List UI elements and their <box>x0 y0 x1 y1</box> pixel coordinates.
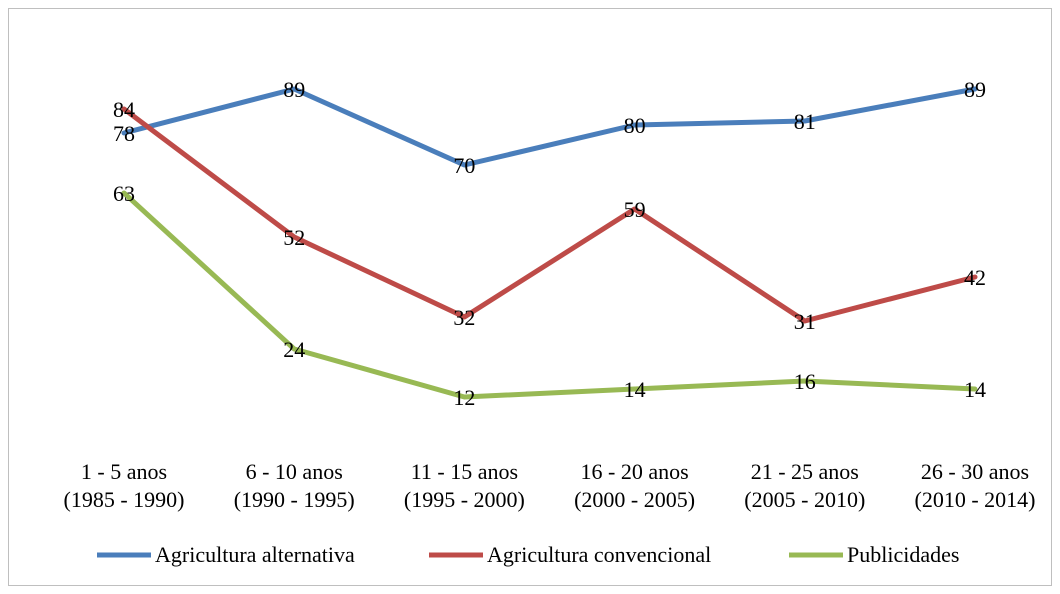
legend-label: Publicidades <box>847 542 959 567</box>
data-label: 89 <box>964 77 986 102</box>
series-line-2 <box>121 106 978 324</box>
data-labels: 78 89 70 80 81 89 84 52 32 59 31 42 63 24 12 14 16 14 <box>113 77 986 410</box>
legend: Agricultura alternativa Agricultura conve… <box>97 542 959 567</box>
data-label: 59 <box>624 197 646 222</box>
data-label: 81 <box>794 109 816 134</box>
data-label: 32 <box>453 305 475 330</box>
legend-item-3: Publicidades <box>789 542 959 567</box>
series-lines <box>121 86 978 400</box>
line-chart: 78 89 70 80 81 89 84 52 32 59 31 42 63 24 12 14 16 14 1 -… <box>64 77 1036 567</box>
data-label: 14 <box>964 377 986 402</box>
data-label: 31 <box>794 309 816 334</box>
x-tick-label: 1 - 5 anos (1985 - 1990) <box>64 459 185 512</box>
data-label: 89 <box>283 77 305 102</box>
x-tick-label: 6 - 10 anos (1990 - 1995) <box>234 459 355 512</box>
data-label: 70 <box>453 153 475 178</box>
data-label: 52 <box>283 225 305 250</box>
x-tick-label: 21 - 25 anos (2005 - 2010) <box>744 459 865 512</box>
x-tick-label: 26 - 30 anos (2010 - 2014) <box>915 459 1036 512</box>
data-label: 12 <box>453 385 475 410</box>
data-label: 14 <box>624 377 646 402</box>
series-line-3 <box>121 190 978 400</box>
data-label: 24 <box>283 337 305 362</box>
series-line-1 <box>121 86 978 168</box>
legend-item-1: Agricultura alternativa <box>97 542 355 567</box>
data-label: 63 <box>113 181 135 206</box>
x-axis-tick-labels: 1 - 5 anos (1985 - 1990) 6 - 10 anos (1990 … <box>64 459 1036 512</box>
x-tick-label: 11 - 15 anos (1995 - 2000) <box>404 459 525 512</box>
data-label: 80 <box>624 113 646 138</box>
x-tick-label: 16 - 20 anos (2000 - 2005) <box>574 459 695 512</box>
legend-label: Agricultura convencional <box>487 542 711 567</box>
chart-area: 78 89 70 80 81 89 84 52 32 59 31 42 63 24 12 14 16 14 1 -… <box>8 8 1052 586</box>
legend-item-2: Agricultura convencional <box>429 542 711 567</box>
data-label: 78 <box>113 121 135 146</box>
data-label: 42 <box>964 265 986 290</box>
legend-label: Agricultura alternativa <box>155 542 355 567</box>
data-label: 16 <box>794 369 816 394</box>
data-label: 84 <box>113 97 135 122</box>
